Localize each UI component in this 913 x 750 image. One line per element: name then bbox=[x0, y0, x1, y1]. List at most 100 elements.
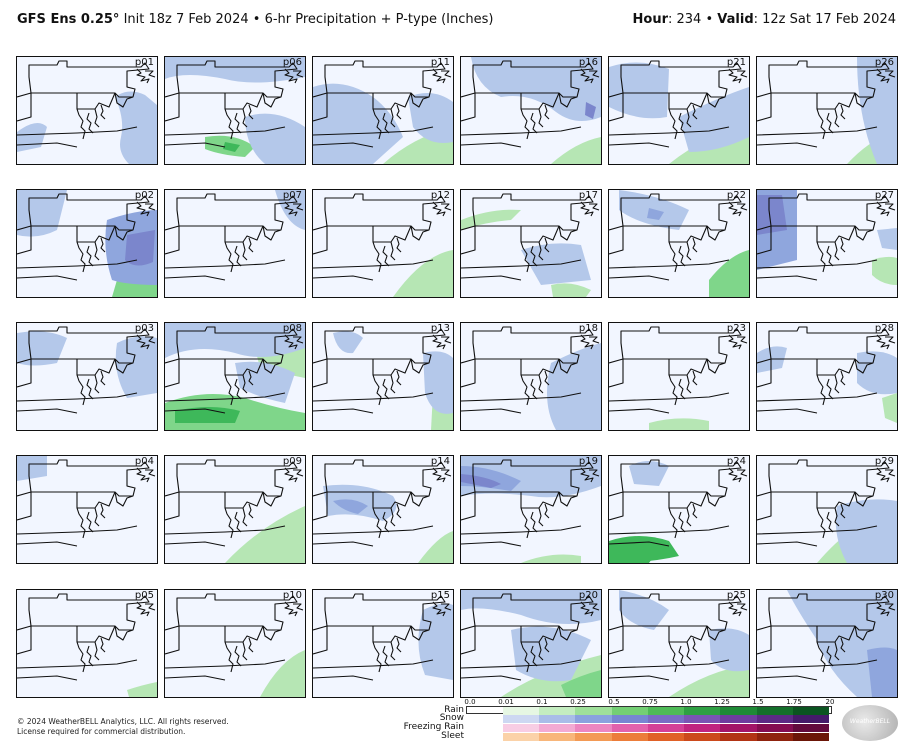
rain-area bbox=[175, 407, 240, 423]
state-border bbox=[17, 275, 78, 281]
state-border bbox=[885, 203, 896, 211]
legend-tick-label: 0.1 bbox=[536, 698, 548, 706]
rain-area bbox=[225, 506, 305, 563]
ensemble-panel-p13: p13 bbox=[312, 322, 454, 431]
snow-area bbox=[609, 62, 669, 119]
rain-area bbox=[561, 670, 601, 697]
state-border bbox=[834, 641, 840, 661]
state-border bbox=[372, 108, 382, 140]
state-border bbox=[17, 659, 138, 669]
state-border bbox=[520, 358, 560, 376]
state-border bbox=[114, 491, 134, 507]
panel-label: p01 bbox=[134, 57, 154, 68]
legend-swatch bbox=[792, 715, 829, 723]
state-border bbox=[538, 374, 544, 394]
state-border bbox=[609, 625, 624, 655]
state-border bbox=[396, 104, 402, 120]
state-border bbox=[224, 374, 234, 406]
state-border bbox=[609, 408, 670, 414]
state-border bbox=[768, 326, 890, 364]
state-border bbox=[757, 142, 818, 148]
state-border bbox=[284, 334, 298, 350]
hour-label: Hour bbox=[632, 12, 668, 27]
state-border bbox=[668, 92, 708, 110]
state-border bbox=[17, 625, 32, 655]
ensemble-panel-p07: p07 bbox=[164, 189, 306, 298]
snow-area bbox=[647, 208, 664, 220]
state-border bbox=[609, 92, 624, 122]
hour-value: : 234 bbox=[668, 12, 702, 27]
panel-label: p20 bbox=[578, 590, 598, 601]
panel-map bbox=[609, 190, 749, 297]
state-border bbox=[284, 68, 298, 84]
panel-map bbox=[165, 190, 305, 281]
state-border bbox=[248, 104, 254, 120]
state-border bbox=[165, 92, 180, 122]
state-border bbox=[76, 108, 86, 140]
state-border bbox=[816, 625, 856, 643]
legend-swatch bbox=[647, 724, 685, 732]
state-border bbox=[757, 408, 818, 414]
state-border bbox=[876, 68, 890, 84]
panel-label: p24 bbox=[726, 456, 746, 467]
legend-swatch bbox=[647, 733, 685, 741]
state-border bbox=[737, 469, 748, 477]
state-border bbox=[86, 378, 94, 400]
state-border bbox=[17, 392, 138, 402]
state-border bbox=[313, 392, 434, 402]
state-border bbox=[86, 245, 94, 267]
panel-label: p06 bbox=[282, 57, 302, 68]
state-border bbox=[840, 370, 846, 386]
state-border bbox=[100, 637, 106, 653]
state-border bbox=[816, 507, 826, 539]
legend-swatch bbox=[611, 715, 648, 723]
state-border bbox=[242, 108, 248, 128]
panel-map bbox=[165, 459, 305, 563]
ensemble-panel-p15: p15 bbox=[312, 589, 454, 698]
state-border bbox=[262, 491, 282, 507]
state-border bbox=[432, 68, 446, 84]
footer-credits: © 2024 WeatherBELL Analytics, LLC. All r… bbox=[17, 717, 229, 737]
panel-label: p30 bbox=[874, 590, 894, 601]
panel-label: p23 bbox=[726, 323, 746, 334]
state-border bbox=[728, 334, 742, 350]
state-border bbox=[728, 467, 742, 483]
state-border bbox=[313, 659, 434, 669]
panel-label: p10 bbox=[282, 590, 302, 601]
state-border bbox=[293, 203, 304, 211]
snow-area bbox=[877, 228, 897, 250]
state-border bbox=[589, 603, 600, 611]
state-border bbox=[165, 408, 226, 414]
state-border bbox=[145, 203, 156, 211]
state-border bbox=[114, 625, 134, 641]
state-border bbox=[620, 593, 742, 631]
state-border bbox=[313, 259, 434, 269]
state-border bbox=[816, 241, 826, 273]
rain-area bbox=[669, 665, 749, 697]
legend-tick-label: 0.01 bbox=[498, 698, 514, 706]
ensemble-panel-p12: p12 bbox=[312, 189, 454, 298]
legend-row-label: Snow bbox=[439, 713, 464, 723]
state-border bbox=[544, 370, 550, 386]
state-border bbox=[461, 625, 476, 655]
state-border bbox=[686, 374, 692, 394]
legend-row-label: Sleet bbox=[441, 731, 464, 741]
panel-map bbox=[757, 57, 897, 164]
legend-row-label: Freezing Rain bbox=[403, 722, 464, 732]
state-border bbox=[114, 358, 134, 374]
panel-map bbox=[609, 60, 749, 164]
state-border bbox=[737, 203, 748, 211]
legend-tick-label: 0.0 bbox=[464, 698, 476, 706]
state-border bbox=[538, 641, 544, 661]
panel-label: p27 bbox=[874, 190, 894, 201]
ensemble-panel-p11: p11 bbox=[312, 56, 454, 165]
state-border bbox=[668, 241, 678, 273]
state-border bbox=[520, 641, 530, 673]
state-border bbox=[76, 374, 86, 406]
panel-label: p28 bbox=[874, 323, 894, 334]
panel-map bbox=[461, 193, 600, 297]
snow-area bbox=[709, 628, 749, 672]
state-border bbox=[100, 503, 106, 519]
state-border bbox=[580, 467, 594, 483]
panel-label: p05 bbox=[134, 590, 154, 601]
